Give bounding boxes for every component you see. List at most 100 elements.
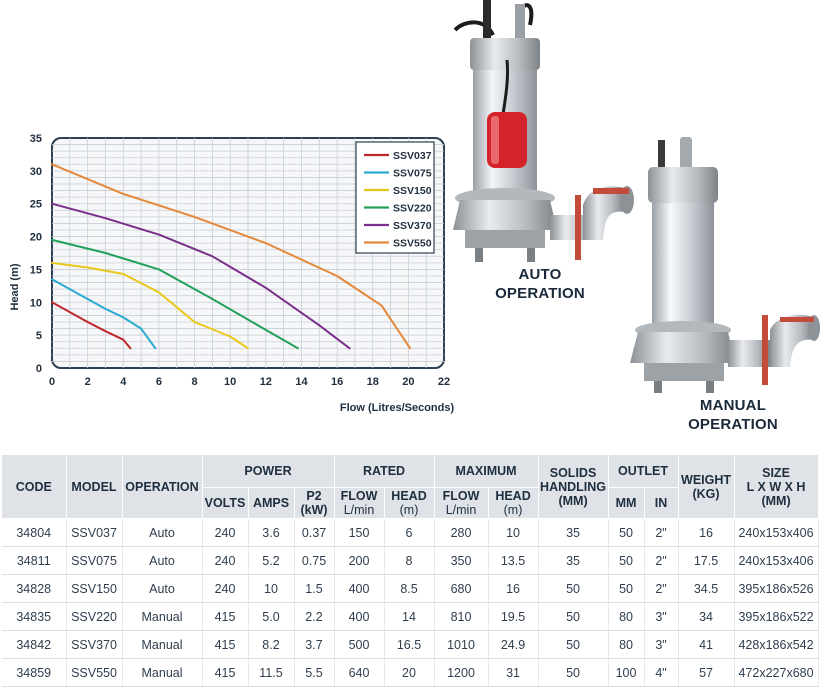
header-rated-flow: FLOW L/min bbox=[334, 487, 385, 519]
x-tick-label: 2 bbox=[85, 376, 91, 388]
table-cell: SSV037 bbox=[66, 518, 123, 547]
header-solids-2: HANDLING bbox=[540, 479, 607, 494]
table-row: 34811 SSV075 Auto 240 5.2 0.75 200 8 350 13.5 35 50… bbox=[2, 546, 819, 575]
legend-label: SSV550 bbox=[393, 238, 432, 250]
table-cell: 350 bbox=[434, 546, 489, 575]
table-cell: 80 bbox=[608, 630, 645, 659]
table-cell: 640 bbox=[334, 658, 385, 687]
y-tick-label: 35 bbox=[30, 133, 42, 145]
header-p2-2: (kW) bbox=[300, 503, 328, 517]
table-cell: 280 bbox=[434, 518, 489, 547]
table-cell: 395x186x522 bbox=[734, 602, 819, 631]
y-axis-label: Head (m) bbox=[9, 263, 21, 310]
auto-label-line-2: OPERATION bbox=[495, 285, 585, 302]
table-cell: Auto bbox=[122, 518, 203, 547]
table-cell: 0.37 bbox=[294, 518, 335, 547]
table-cell: 680 bbox=[434, 574, 489, 603]
manual-operation-label: MANUAL OPERATION bbox=[668, 396, 798, 434]
table-cell: 34.5 bbox=[678, 574, 735, 603]
header-rated-head: HEAD (m) bbox=[384, 487, 435, 519]
header-outlet-in: IN bbox=[644, 487, 679, 519]
header-weight-2: (KG) bbox=[692, 486, 720, 501]
legend-box bbox=[355, 141, 435, 254]
table-cell: 34828 bbox=[2, 574, 67, 603]
table-cell: 50 bbox=[538, 658, 609, 687]
manual-label-line-2: OPERATION bbox=[688, 416, 778, 433]
table-cell: Auto bbox=[122, 546, 203, 575]
table-cell: 80 bbox=[608, 602, 645, 631]
table-row: 34828 SSV150 Auto 240 10 1.5 400 8.5 680 16 50 50 2"… bbox=[2, 574, 819, 603]
header-outlet: OUTLET bbox=[608, 455, 679, 488]
auto-pump-drawing bbox=[453, 0, 634, 262]
table-cell: 5.0 bbox=[248, 602, 295, 631]
table-cell: 2.2 bbox=[294, 602, 335, 631]
table-cell: 400 bbox=[334, 574, 385, 603]
x-tick-label: 12 bbox=[260, 376, 272, 388]
table-body: 34804 SSV037 Auto 240 3.6 0.37 150 6 280 10 35 50 2"… bbox=[2, 518, 819, 687]
table-cell: 2" bbox=[644, 574, 679, 603]
header-rated-flow-1: FLOW bbox=[340, 489, 378, 503]
table-cell: 428x186x542 bbox=[734, 630, 819, 659]
table-cell: 50 bbox=[608, 518, 645, 547]
header-p2-1: P2 bbox=[306, 489, 322, 503]
header-max-head-1: HEAD bbox=[495, 489, 531, 503]
legend-label: SSV220 bbox=[393, 203, 432, 215]
y-tick-label: 30 bbox=[30, 166, 42, 178]
table-cell: SSV150 bbox=[66, 574, 123, 603]
table-cell: 472x227x680 bbox=[734, 658, 819, 687]
tick-labels: 0 2 4 6 8 10 12 14 16 18 20 22 0 5 10 15 20 25 30 35 bbox=[30, 133, 450, 388]
table-cell: 0.75 bbox=[294, 546, 335, 575]
table-cell: 16.5 bbox=[384, 630, 435, 659]
x-tick-label: 18 bbox=[367, 376, 379, 388]
table-cell: 14 bbox=[384, 602, 435, 631]
table-cell: 24.9 bbox=[488, 630, 539, 659]
table-cell: 50 bbox=[608, 546, 645, 575]
header-max-head: HEAD (m) bbox=[488, 487, 539, 519]
table-cell: 34 bbox=[678, 602, 735, 631]
table-cell: 4" bbox=[644, 658, 679, 687]
pump-performance-chart: 0 2 4 6 8 10 12 14 16 18 20 22 0 5 10 15 20 25 30 35 Head (… bbox=[0, 125, 460, 425]
table-cell: 10 bbox=[488, 518, 539, 547]
table-cell: 2" bbox=[644, 518, 679, 547]
table-cell: 50 bbox=[538, 602, 609, 631]
header-size-2: L X W X H bbox=[746, 479, 806, 494]
header-max-flow-1: FLOW bbox=[442, 489, 480, 503]
table-cell: 395x186x526 bbox=[734, 574, 819, 603]
table-cell: 240 bbox=[202, 518, 249, 547]
table-cell: 16 bbox=[678, 518, 735, 547]
y-tick-label: 25 bbox=[30, 199, 42, 211]
table-cell: 17.5 bbox=[678, 546, 735, 575]
table-cell: 10 bbox=[248, 574, 295, 603]
table-cell: 1200 bbox=[434, 658, 489, 687]
series-lines bbox=[51, 163, 412, 350]
table-cell: 400 bbox=[334, 602, 385, 631]
legend-label: SSV075 bbox=[393, 168, 432, 180]
table-cell: 41 bbox=[678, 630, 735, 659]
table-cell: 50 bbox=[538, 630, 609, 659]
table-cell: 150 bbox=[334, 518, 385, 547]
manual-pump-drawing bbox=[630, 137, 820, 393]
x-axis-label: Flow (Litres/Seconds) bbox=[340, 402, 455, 414]
legend-label: SSV150 bbox=[393, 185, 432, 197]
table-cell: 8.2 bbox=[248, 630, 295, 659]
legend-label: SSV370 bbox=[393, 220, 432, 232]
series-line-ssv037 bbox=[51, 301, 132, 350]
header-weight: WEIGHT (KG) bbox=[678, 455, 735, 519]
header-amps: AMPS bbox=[248, 487, 295, 519]
legend-label: SSV037 bbox=[393, 150, 432, 162]
table-cell: 11.5 bbox=[248, 658, 295, 687]
table-cell: SSV075 bbox=[66, 546, 123, 575]
series-line-ssv220 bbox=[51, 238, 299, 350]
header-rated-head-2: (m) bbox=[399, 503, 419, 517]
header-rated: RATED bbox=[334, 455, 435, 488]
header-weight-1: WEIGHT bbox=[681, 472, 732, 487]
table-cell: 3.7 bbox=[294, 630, 335, 659]
y-tick-label: 0 bbox=[36, 363, 42, 375]
auto-pump-image bbox=[445, 0, 645, 265]
table-row: 34804 SSV037 Auto 240 3.6 0.37 150 6 280 10 35 50 2"… bbox=[2, 518, 819, 547]
manual-label-line-1: MANUAL bbox=[699, 397, 767, 414]
header-size: SIZE L X W X H (MM) bbox=[734, 455, 819, 519]
table-cell: 1.5 bbox=[294, 574, 335, 603]
auto-label-line-1: AUTO bbox=[518, 266, 562, 283]
x-tick-label: 22 bbox=[438, 376, 450, 388]
